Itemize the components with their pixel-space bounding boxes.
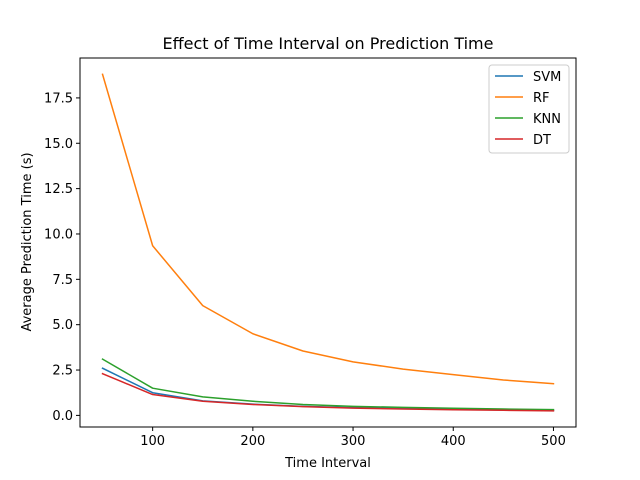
y-tick-label: 10.0 xyxy=(44,227,73,242)
y-tick-label: 0.0 xyxy=(52,409,73,424)
y-tick-label: 2.5 xyxy=(52,364,73,379)
x-tick-label: 500 xyxy=(541,434,566,449)
legend-label-rf: RF xyxy=(533,91,550,106)
legend-label-dt: DT xyxy=(533,133,551,148)
legend-items: SVM RF KNN DT xyxy=(495,70,561,148)
plot-frame xyxy=(79,57,577,428)
y-tick-label: 12.5 xyxy=(44,182,73,197)
y-tick-label: 17.5 xyxy=(44,91,73,106)
x-tick-label: 400 xyxy=(441,434,466,449)
legend: SVM RF KNN DT xyxy=(488,64,570,154)
x-tick-label: 300 xyxy=(341,434,366,449)
x-axis-title: Time Interval xyxy=(284,456,371,471)
y-tick-label: 5.0 xyxy=(52,318,73,333)
series-layer xyxy=(101,73,555,412)
x-tick-label: 100 xyxy=(140,434,165,449)
legend-label-knn: KNN xyxy=(533,112,561,127)
legend-label-svm: SVM xyxy=(533,70,561,85)
series-line-knn xyxy=(101,358,555,411)
y-tick-label: 7.5 xyxy=(52,273,73,288)
series-line-rf xyxy=(101,73,555,385)
x-tick-label: 200 xyxy=(240,434,265,449)
ticks-layer: 100 200 300 400 500 0.0 2.5 5.0 7.5 10.0 12.5 15.0 1… xyxy=(44,91,566,449)
chart-title: Effect of Time Interval on Prediction Ti… xyxy=(163,34,494,53)
legend-box xyxy=(488,64,570,154)
y-axis-title: Average Prediction Time (s) xyxy=(20,152,35,331)
series-line-dt xyxy=(101,372,555,412)
y-tick-label: 15.0 xyxy=(44,137,73,152)
